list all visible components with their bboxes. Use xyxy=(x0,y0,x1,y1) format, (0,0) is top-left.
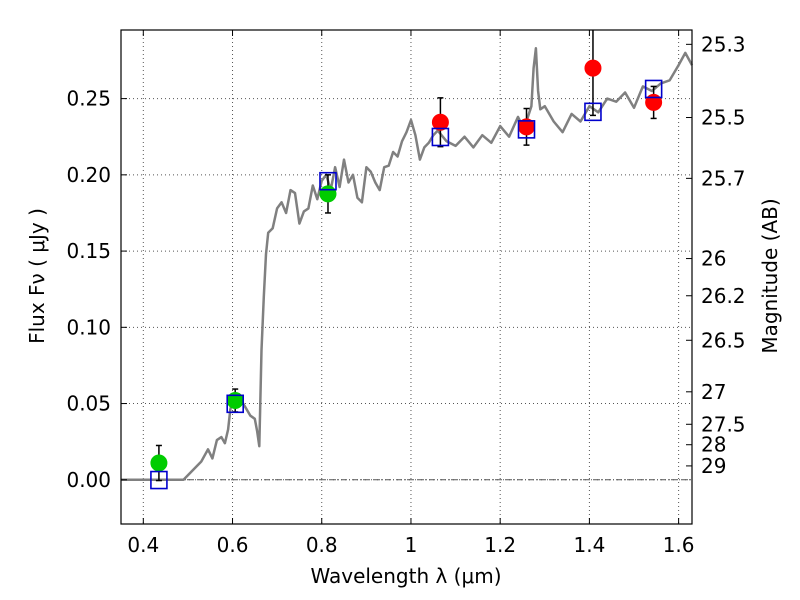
y-axis-label: Flux Fν ( μJy ) xyxy=(25,208,49,344)
y-tick-label: 0.20 xyxy=(66,163,111,187)
photometry-point xyxy=(584,59,602,77)
x-tick-label: 1.6 xyxy=(663,533,695,557)
photometry-point xyxy=(319,185,337,203)
x-tick-label: 1 xyxy=(405,533,418,557)
y-tick-label: 0.25 xyxy=(66,87,111,111)
right-tick-label: 25.5 xyxy=(701,106,746,130)
right-tick-label: 26.2 xyxy=(701,284,746,308)
right-tick-label: 28 xyxy=(701,433,726,457)
x-tick-label: 0.4 xyxy=(127,533,159,557)
right-tick-label: 27.5 xyxy=(701,412,746,436)
model-band-square xyxy=(517,120,536,139)
photometry-point xyxy=(645,93,663,111)
x-tick-label: 0.8 xyxy=(306,533,338,557)
y-tick-label: 0.05 xyxy=(66,392,111,416)
photometry-points xyxy=(150,30,663,490)
model-band-square xyxy=(431,127,450,147)
y-tick-label: 0.00 xyxy=(66,468,111,492)
right-tick-label: 26 xyxy=(701,247,726,271)
y-tick-label: 0.10 xyxy=(66,315,111,339)
x-axis-label: Wavelength λ (μm) xyxy=(310,564,501,588)
right-tick-label: 26.5 xyxy=(701,328,746,352)
plot-frame-group xyxy=(120,29,693,525)
right-axis-label: Magnitude (AB) xyxy=(758,198,782,353)
model-band-square xyxy=(150,470,168,490)
plot-frame xyxy=(120,29,693,525)
model-band-square xyxy=(319,171,337,191)
model-band-square xyxy=(584,102,602,122)
tick-marks xyxy=(121,30,692,524)
x-tick-label: 1.2 xyxy=(484,533,516,557)
photometry-point xyxy=(431,113,449,131)
x-tick-label: 1.4 xyxy=(573,533,605,557)
right-tick-label: 27 xyxy=(701,380,726,404)
photometry-point xyxy=(150,454,168,472)
x-tick-label: 0.6 xyxy=(217,533,249,557)
right-tick-label: 25.3 xyxy=(701,32,746,56)
y-tick-label: 0.15 xyxy=(66,239,111,263)
tick-labels: 0.4 0.6 0.8 1 1.2 1.4 1.6 0.00 0.05 0.10 0.15 0.20 0… xyxy=(66,32,745,557)
right-tick-label: 25.7 xyxy=(701,166,746,190)
model-band-square xyxy=(226,394,244,414)
model-band-square xyxy=(644,79,663,99)
right-tick-label: 29 xyxy=(701,454,726,478)
